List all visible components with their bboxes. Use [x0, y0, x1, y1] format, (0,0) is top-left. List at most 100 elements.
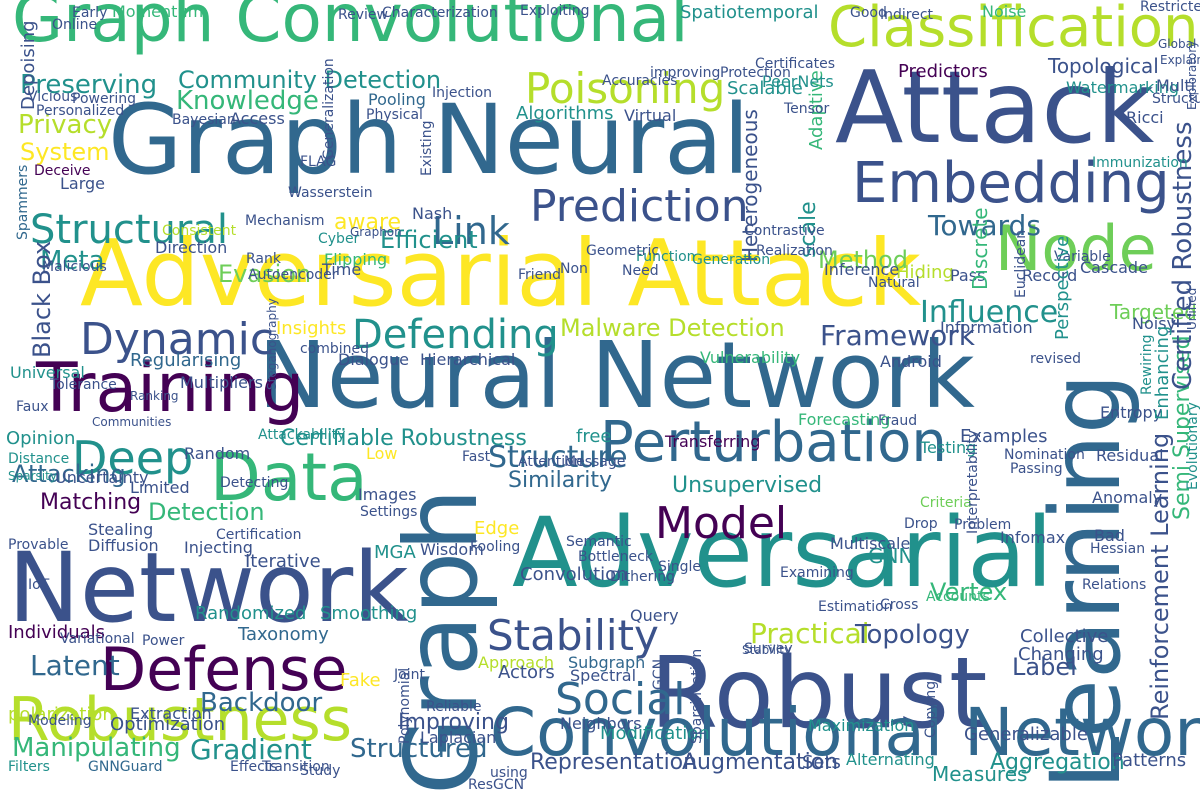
cloud-word: Physical — [366, 107, 423, 123]
cloud-word: Contrastive — [744, 223, 825, 239]
cloud-word: Regularising — [130, 350, 242, 371]
cloud-word: Wasserstein — [288, 185, 373, 201]
cloud-word: Influence — [920, 295, 1059, 330]
cloud-word: Sets — [802, 752, 841, 773]
cloud-word: Hiding — [896, 262, 954, 283]
cloud-word: Approach — [478, 653, 555, 672]
cloud-word: Hierarchical — [420, 350, 516, 369]
cloud-word: Infomax — [1000, 528, 1066, 547]
cloud-word: Multi — [1156, 76, 1196, 95]
cloud-word: Latent — [30, 649, 120, 682]
cloud-word: ResGCN — [468, 777, 525, 793]
cloud-word: Survey — [744, 641, 793, 657]
cloud-word: Nash — [412, 204, 453, 223]
cloud-word: Poisoning — [525, 64, 726, 113]
cloud-word: Protection — [720, 65, 791, 81]
cloud-word: Model — [655, 498, 788, 549]
cloud-word: Geometric — [586, 243, 660, 259]
cloud-word: Embedding — [852, 151, 1170, 216]
cloud-word: Vertex — [930, 578, 1008, 606]
cloud-word: Neural Network — [258, 322, 975, 429]
cloud-word: Perturbation — [600, 410, 947, 475]
cloud-word: Query — [630, 606, 679, 625]
cloud-word: Vulnerability — [700, 348, 801, 367]
cloud-word: Preserving — [20, 70, 158, 100]
cloud-word: Backdoor — [200, 688, 323, 718]
cloud-word: Restricted — [1140, 0, 1200, 15]
cloud-word: Dynamic — [80, 314, 275, 365]
cloud-word: Joint — [394, 667, 425, 683]
cloud-word: Certifiable Robustness — [280, 426, 527, 451]
cloud-word: Evasion — [218, 260, 312, 288]
cloud-word: Consistent — [162, 223, 237, 239]
cloud-word: Virtual — [624, 106, 677, 125]
cloud-word: Spammers — [15, 164, 31, 240]
cloud-word: Faux — [16, 399, 49, 415]
cloud-word: Flipping — [324, 250, 388, 269]
cloud-word: Network — [8, 532, 409, 644]
cloud-word: Fake — [340, 670, 381, 691]
cloud-word: Inference — [824, 260, 900, 279]
cloud-word: Measures — [932, 762, 1028, 786]
cloud-word: improving — [650, 65, 721, 81]
cloud-word: Deceive — [34, 163, 91, 179]
cloud-word: Exploiting — [520, 3, 590, 19]
cloud-word: Estimation — [818, 599, 893, 615]
cloud-word: Hessian — [1090, 541, 1146, 557]
cloud-word: Ricci — [1126, 108, 1164, 127]
cloud-word: Patterns — [1112, 750, 1187, 771]
cloud-word: Provable — [8, 537, 69, 553]
cloud-word: Direction — [155, 238, 228, 257]
cloud-word: Message — [564, 454, 626, 470]
cloud-word: Unified — [1185, 287, 1199, 330]
cloud-word: Malicious — [42, 259, 107, 275]
cloud-word: Single — [658, 559, 702, 575]
cloud-word: Settings — [360, 504, 418, 520]
cloud-word: Heterogeneous — [738, 109, 762, 262]
cloud-word: Pooling — [368, 90, 426, 109]
cloud-word: Sparsification — [689, 648, 705, 744]
cloud-word: Cross — [880, 597, 919, 613]
cloud-word: Alternating — [846, 750, 935, 769]
cloud-word: Label — [1012, 653, 1077, 681]
cloud-word: combined — [300, 341, 370, 357]
cloud-word: Wisdom — [420, 540, 484, 559]
cloud-word: Actors — [498, 662, 555, 683]
cloud-word: Framework — [820, 319, 975, 352]
cloud-word: Interpretability — [965, 429, 981, 534]
cloud-word: Subgraph — [568, 653, 646, 672]
cloud-word: Discrete — [968, 207, 992, 290]
cloud-word: Variable — [1054, 249, 1111, 265]
cloud-word: Maximization — [808, 716, 915, 735]
cloud-word: PeerNets — [762, 72, 834, 91]
cloud-word: Noise — [982, 2, 1027, 21]
cloud-word: Attackability — [258, 427, 346, 443]
cloud-word: Record — [1022, 266, 1078, 285]
cloud-word: Characterization — [382, 5, 498, 21]
cloud-word: Opinion — [6, 428, 76, 449]
cloud-word: Stealing — [88, 520, 154, 539]
cloud-word: Bad — [1094, 526, 1125, 545]
cloud-word: Good — [850, 5, 887, 21]
cloud-word: Targeted — [1110, 300, 1197, 324]
cloud-word: Graph Convolutional — [12, 0, 689, 57]
cloud-word: Forecasting — [798, 410, 891, 429]
cloud-word: Towards — [928, 209, 1041, 242]
cloud-word: Diffusion — [88, 536, 159, 555]
cloud-word: Link — [432, 209, 510, 253]
cloud-word: Universal — [10, 363, 85, 382]
cloud-word: Structure — [488, 440, 628, 475]
cloud-word: Anomaly — [1092, 488, 1163, 507]
cloud-word: MGA — [374, 542, 416, 563]
cloud-word: Euclidean — [1013, 229, 1029, 298]
cloud-word: Privacy — [18, 110, 113, 140]
cloud-word: Exploratory — [1185, 40, 1199, 110]
cloud-word: Individuals — [8, 622, 106, 643]
cloud-word: Autoencoder — [248, 267, 338, 283]
cloud-word: Stability — [487, 611, 659, 660]
cloud-word: Review — [338, 7, 388, 23]
cloud-word: Similarity — [508, 468, 613, 493]
cloud-word: Examples — [960, 426, 1048, 447]
cloud-word: Function — [636, 249, 696, 265]
cloud-word: Social — [555, 674, 686, 725]
